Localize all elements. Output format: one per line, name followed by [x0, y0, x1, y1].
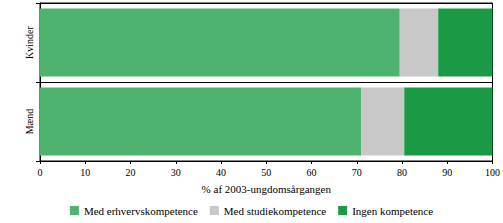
svg-text:80: 80 [397, 167, 407, 178]
svg-text:Med studiekompetence: Med studiekompetence [224, 205, 326, 217]
svg-text:% af 2003-ungdomsårgangen: % af 2003-ungdomsårgangen [202, 183, 332, 195]
svg-text:60: 60 [307, 167, 317, 178]
svg-text:Ingen kompetence: Ingen kompetence [352, 205, 433, 217]
svg-text:Mænd: Mænd [24, 109, 35, 135]
svg-text:30: 30 [171, 167, 181, 178]
svg-text:Med erhvervskompetence: Med erhvervskompetence [84, 205, 198, 217]
svg-text:40: 40 [216, 167, 226, 178]
svg-text:Kvinder: Kvinder [24, 25, 35, 58]
svg-text:10: 10 [80, 167, 90, 178]
svg-text:90: 90 [442, 167, 452, 178]
svg-text:100: 100 [485, 167, 500, 178]
svg-text:20: 20 [126, 167, 136, 178]
svg-text:0: 0 [38, 167, 43, 178]
svg-text:70: 70 [352, 167, 362, 178]
svg-text:50: 50 [261, 167, 271, 178]
